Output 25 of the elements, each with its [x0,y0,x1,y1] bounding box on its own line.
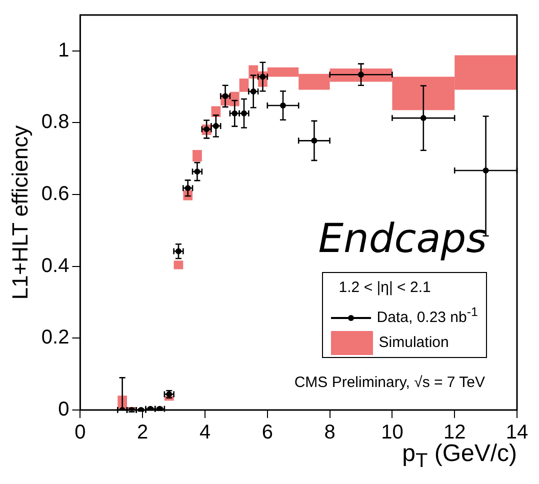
y-tick-label: 0.2 [41,326,70,349]
y-tick-label: 0.6 [41,183,70,206]
point [194,168,200,175]
annotation: Endcaps [318,216,487,262]
point [212,122,219,129]
legend-label: Data, 0.23 nb$^{-1}$ [376,304,478,328]
x-tick-label: 10 [381,422,404,444]
point [184,185,191,192]
y-tick-label: 0.8 [41,111,70,134]
y-tick-label: 1 [58,39,70,62]
point [222,93,228,100]
y-tick-label: 0.4 [41,254,70,277]
x-tick-label: 4 [199,422,211,444]
point [241,110,247,116]
x-tick-label: 6 [262,422,273,444]
y-tick-label: 0 [58,398,70,421]
x-tick-label: 2 [137,422,148,444]
legend-title: 1.2 < |η| < 2.1 [338,278,432,298]
y-axis-title: L1+HLT efficiency [7,125,32,300]
x-tick-label: 0 [74,422,86,444]
legend-label: Simulation [378,332,450,353]
x-tick-label: 8 [324,422,336,444]
point [232,110,238,116]
point [250,88,256,94]
annotation: CMS Preliminary, √s = 7 TeV [294,374,485,391]
